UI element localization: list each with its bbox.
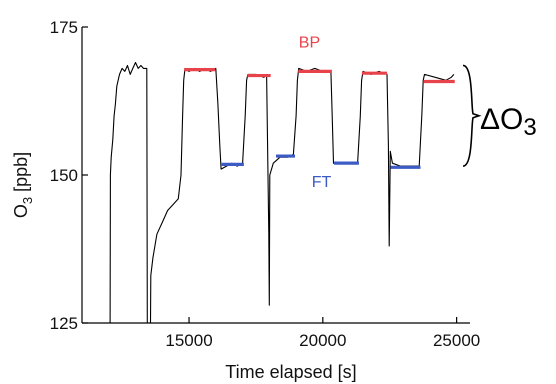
y-tick-label: 125 bbox=[50, 314, 78, 333]
x-tick-label: 15000 bbox=[165, 331, 212, 350]
ft-label: FT bbox=[312, 174, 332, 191]
y-axis: 125 150 175 bbox=[50, 18, 88, 333]
x-tick-label: 20000 bbox=[299, 331, 346, 350]
y-tick-label: 150 bbox=[50, 166, 78, 185]
x-tick-label: 25000 bbox=[433, 331, 480, 350]
series-line bbox=[109, 61, 455, 324]
y-axis-label: O3 [ppb] bbox=[11, 152, 35, 218]
delta-brace bbox=[462, 64, 482, 167]
plot-area bbox=[109, 61, 455, 324]
y-tick-label: 175 bbox=[50, 18, 78, 37]
x-axis-label: Time elapsed [s] bbox=[225, 362, 356, 382]
annotations: BP FT ΔO3 bbox=[299, 35, 537, 191]
bp-label: BP bbox=[299, 35, 320, 52]
x-axis: 15000 20000 25000 bbox=[82, 317, 480, 350]
delta-o3-label: ΔO3 bbox=[480, 103, 537, 141]
